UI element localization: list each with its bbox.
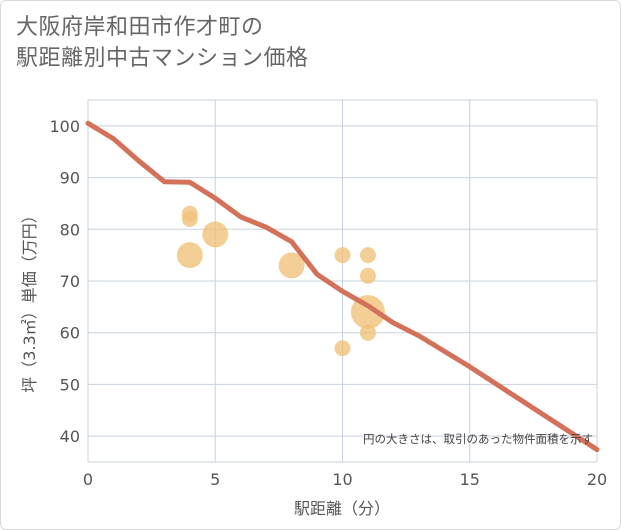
x-tick-labels: 0 5 10 15 20: [83, 470, 607, 489]
y-tick-labels: 40 50 60 70 80 90 100: [49, 117, 80, 446]
y-axis-title: 坪（3.3㎡）単価（万円）: [20, 207, 39, 392]
y-tick-label-40: 40: [60, 427, 80, 446]
data-bubble-1: [181, 210, 198, 227]
y-tick-label-50: 50: [60, 375, 80, 394]
y-tick-label-70: 70: [60, 272, 80, 291]
x-tick-label-5: 5: [210, 470, 220, 489]
trend-line: [85, 120, 600, 453]
data-bubble-7: [359, 247, 376, 264]
data-bubble-2: [176, 242, 203, 269]
data-bubble-8: [359, 267, 376, 284]
x-tick-label-15: 15: [460, 470, 480, 489]
size-note: 円の大きさは、取引のあった物件面積を示す: [363, 432, 593, 446]
x-axis-title: 駅距離（分）: [294, 499, 390, 518]
data-bubble-4: [278, 252, 305, 279]
data-bubble-6: [334, 340, 351, 357]
data-bubble-5: [334, 247, 351, 264]
data-bubble-3: [202, 221, 229, 248]
y-tick-label-90: 90: [60, 169, 80, 188]
data-bubble-10: [359, 324, 376, 341]
x-tick-label-20: 20: [587, 470, 607, 489]
grid-lines: [87, 99, 598, 463]
bubble-layer: [176, 205, 385, 357]
y-tick-label-80: 80: [60, 220, 80, 239]
x-tick-label-0: 0: [83, 470, 93, 489]
chart-title-line-1: 大阪府岸和田市作才町の: [16, 15, 264, 40]
trend-layer: [85, 120, 600, 453]
chart-title-line-2: 駅距離別中古マンション価格: [16, 46, 309, 71]
y-tick-label-60: 60: [60, 324, 80, 343]
x-tick-label-10: 10: [332, 470, 352, 489]
chart-title: 大阪府岸和田市作才町の 駅距離別中古マンション価格: [16, 12, 576, 74]
y-tick-label-100: 100: [49, 117, 80, 136]
